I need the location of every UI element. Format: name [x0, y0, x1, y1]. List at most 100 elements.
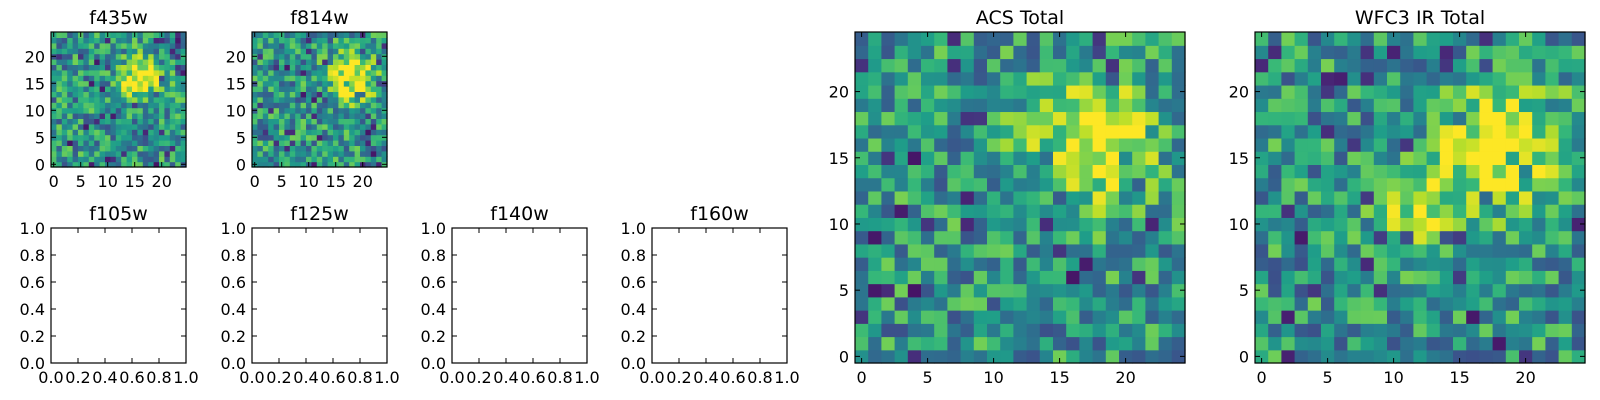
heatmap-cell [1413, 349, 1428, 364]
heatmap-cell [973, 336, 988, 351]
heatmap-cell [105, 42, 111, 49]
heatmap-cell [175, 145, 182, 152]
heatmap-cell [1360, 98, 1375, 113]
heatmap-cell [947, 71, 962, 86]
heatmap-cell [252, 86, 258, 92]
heatmap-cell [110, 91, 117, 98]
heatmap-cell [105, 64, 111, 71]
heatmap-cell [126, 75, 133, 82]
panel-title: f435w [89, 7, 148, 29]
heatmap-cell [78, 145, 84, 152]
heatmap-cell [164, 129, 171, 136]
heatmap-cell [1268, 310, 1282, 324]
heatmap-cell [921, 310, 935, 324]
heatmap-cell [1360, 349, 1375, 364]
heatmap-cell [137, 42, 144, 49]
heatmap-cell [1066, 151, 1080, 165]
heatmap-cell [257, 64, 264, 71]
heatmap-cell [1000, 137, 1014, 152]
heatmap-cell [1066, 323, 1080, 338]
heatmap-cell [1053, 336, 1067, 351]
heatmap-cell [1439, 217, 1454, 232]
heatmap-cell [1426, 124, 1441, 139]
heatmap-cell [1479, 190, 1494, 205]
heatmap-cell [1347, 45, 1362, 60]
heatmap-cell [61, 53, 68, 60]
heatmap-cell [1492, 98, 1507, 113]
heatmap-cell [1268, 270, 1282, 285]
heatmap-cell [311, 86, 318, 92]
heatmap-cell [78, 107, 84, 114]
heatmap-cell [175, 53, 182, 60]
heatmap-cell [1145, 111, 1160, 126]
heatmap-cell [354, 107, 361, 114]
heatmap-cell [279, 37, 285, 44]
heatmap-cell [316, 113, 323, 119]
heatmap-cell [987, 270, 1001, 285]
heatmap-cell [132, 59, 138, 65]
heatmap-cell [83, 145, 90, 152]
heatmap-cell [322, 107, 329, 114]
heatmap-cell [1505, 111, 1520, 126]
heatmap-cell [921, 137, 935, 152]
heatmap-cell [1066, 190, 1080, 205]
heatmap-cell [61, 140, 68, 146]
heatmap-cell [1092, 137, 1107, 152]
heatmap-cell [1466, 111, 1480, 126]
heatmap-cell [252, 150, 258, 157]
heatmap-cell [921, 349, 935, 364]
heatmap-cell [349, 102, 356, 109]
heatmap-cell [1347, 310, 1362, 324]
heatmap-cell [262, 113, 269, 119]
heatmap-cell [1294, 111, 1309, 126]
heatmap-cell [78, 102, 84, 109]
heatmap-cell [148, 32, 155, 38]
heatmap-cell [343, 59, 350, 65]
heatmap-cell [1171, 204, 1186, 218]
heatmap-cell [67, 140, 74, 146]
heatmap-cell [1426, 204, 1441, 218]
heatmap-cell [1347, 71, 1362, 86]
heatmap-cell [61, 123, 68, 130]
heatmap-cell [142, 37, 149, 44]
heatmap-cell [153, 32, 160, 38]
heatmap-cell [1268, 124, 1282, 139]
heatmap-cell [1321, 137, 1335, 152]
heatmap-cell [360, 53, 366, 60]
heatmap-cell [252, 102, 258, 109]
heatmap-cell [343, 156, 350, 163]
heatmap-cell [1373, 243, 1388, 258]
heatmap-cell [1105, 164, 1120, 179]
heatmap-cell [1026, 230, 1041, 245]
heatmap-cell [316, 42, 323, 49]
heatmap-cell [349, 150, 356, 157]
heatmap-cell [132, 64, 138, 71]
x-tick-label: 0 [1257, 368, 1267, 387]
heatmap-cell [1347, 164, 1362, 179]
heatmap-cell [72, 75, 79, 82]
heatmap-cell [376, 129, 383, 136]
heatmap-cell [132, 129, 138, 136]
heatmap-cell [1373, 349, 1388, 364]
heatmap-cell [1347, 151, 1362, 165]
axes-frame [854, 31, 1186, 364]
heatmap-cell [61, 37, 68, 44]
heatmap-cell [110, 80, 117, 87]
heatmap-cell [855, 98, 869, 113]
heatmap-cell [1360, 71, 1375, 86]
heatmap-cell [1492, 204, 1507, 218]
heatmap-cell [1000, 84, 1014, 99]
heatmap-cell [1132, 349, 1146, 364]
heatmap-cell [67, 37, 74, 44]
heatmap-cell [159, 48, 165, 55]
heatmap-cell [1505, 151, 1520, 165]
heatmap-cell [262, 42, 269, 49]
heatmap-cell [381, 145, 388, 152]
heatmap-cell [99, 32, 106, 38]
heatmap-cell [1294, 137, 1309, 152]
panel-title: f814w [290, 7, 349, 29]
heatmap-cell [94, 96, 101, 103]
heatmap-cell [126, 156, 133, 163]
heatmap-cell [947, 177, 962, 192]
